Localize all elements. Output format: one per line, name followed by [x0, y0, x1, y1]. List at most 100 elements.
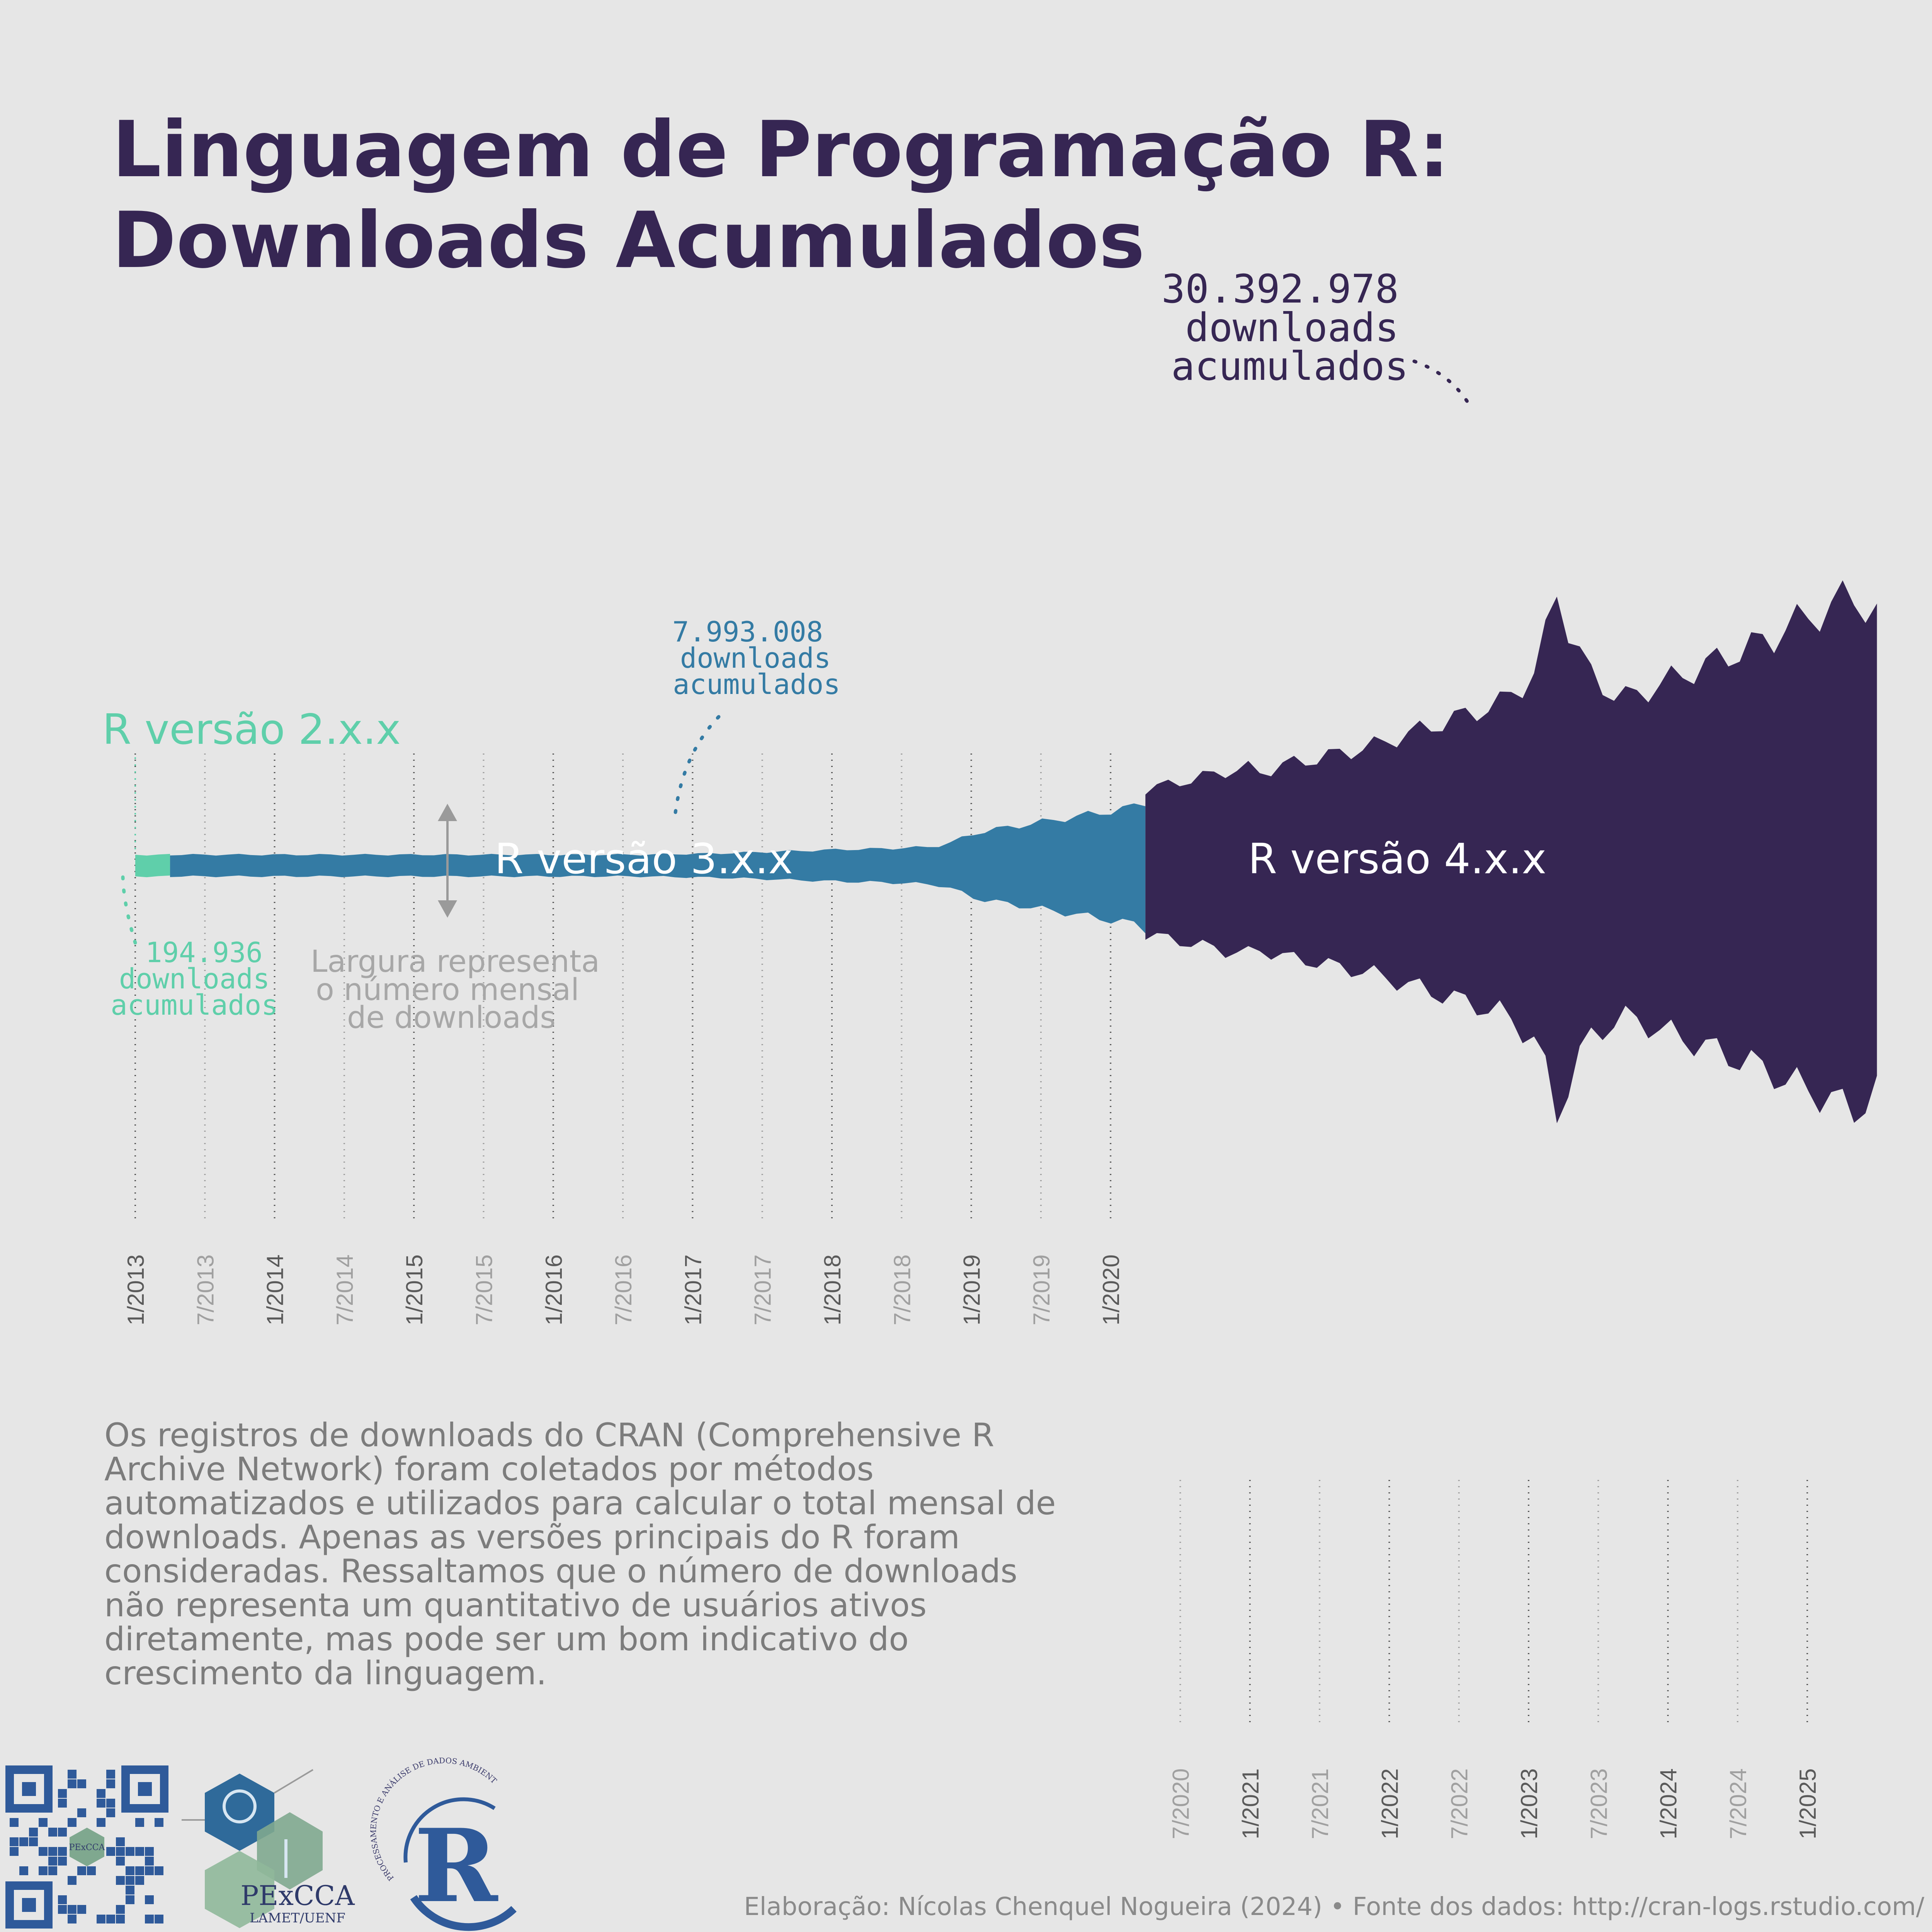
qr-module [39, 1847, 48, 1856]
qr-module [58, 1789, 67, 1798]
qr-module [87, 1866, 96, 1875]
page-title: Linguagem de Programação R: Downloads Ac… [112, 104, 1449, 286]
qr-module [97, 1789, 105, 1798]
qr-module [58, 1847, 67, 1856]
x-tick-label: 1/2019 [959, 1254, 985, 1325]
width-note-line1: Largura representa [311, 944, 600, 979]
qr-module [155, 1915, 163, 1923]
qr-module [48, 1866, 57, 1875]
label-v3: R versão 3.x.x [495, 835, 793, 883]
label-v2: R versão 2.x.x [102, 706, 401, 754]
cloud-icon [223, 1789, 257, 1823]
qr-code[interactable]: PExCCA [5, 1765, 168, 1929]
x-tick-label: 1/2015 [401, 1254, 427, 1325]
x-tick-label: 1/2023 [1516, 1768, 1542, 1839]
qr-module [106, 1779, 115, 1788]
x-tick-label: 7/2022 [1447, 1768, 1473, 1839]
x-tick-label: 7/2019 [1029, 1254, 1054, 1325]
qr-module [58, 1799, 67, 1808]
qr-module [155, 1818, 163, 1827]
qr-module [116, 1837, 125, 1846]
x-tick-label: 7/2020 [1168, 1768, 1194, 1839]
x-tick-label: 1/2024 [1656, 1768, 1682, 1839]
description-line: crescimento da linguagem. [104, 1654, 547, 1692]
qr-module [126, 1895, 134, 1904]
qr-module [10, 1837, 19, 1846]
qr-module [116, 1847, 125, 1856]
pexcca-sub: LAMET/UENF [250, 1910, 345, 1926]
x-tick-label: 1/2016 [541, 1254, 567, 1325]
qr-module [106, 1770, 115, 1779]
qr-module [126, 1847, 134, 1856]
annotation-v2-number: 194.936 [145, 936, 262, 969]
qr-center-label: PExCCA [69, 1843, 105, 1852]
qr-module [145, 1895, 154, 1904]
qr-module [135, 1818, 144, 1827]
qr-module [135, 1876, 144, 1885]
description-line: consideradas. Ressaltamos que o número d… [104, 1552, 1018, 1590]
description-line: não representa um quantitativo de usuári… [104, 1586, 927, 1624]
qr-module [97, 1799, 105, 1808]
qr-module [126, 1866, 134, 1875]
tick-labels: 1/2013 7/2013 1/2014 7/2014 1/2015 7/2015 1/20… [123, 1254, 1821, 1839]
r-logo-letter: R [414, 1807, 499, 1925]
x-tick-label: 1/2013 [123, 1254, 149, 1325]
qr-module [106, 1847, 115, 1856]
qr-module [77, 1905, 86, 1914]
qr-module [77, 1808, 86, 1817]
qr-module [97, 1915, 105, 1923]
annotation-v4: 30.392.978 downloads acumulados [1162, 266, 1408, 389]
width-note-line3: de downloads [347, 1000, 556, 1035]
qr-module [135, 1847, 144, 1856]
qr-module [145, 1866, 154, 1875]
description: Os registros de downloads do CRAN (Compr… [104, 1418, 1148, 1690]
stream-v4 [1145, 580, 1877, 1123]
qr-module [77, 1779, 86, 1788]
annotation-v3-number: 7.993.008 [672, 616, 823, 648]
width-note: Largura representa o número mensal de do… [311, 944, 600, 1035]
qr-module [68, 1779, 77, 1788]
qr-module [68, 1915, 77, 1923]
x-tick-label: 7/2014 [332, 1254, 358, 1325]
title-line2: Downloads Acumulados [112, 196, 1145, 286]
description-line: Os registros de downloads do CRAN (Compr… [104, 1416, 995, 1454]
x-tick-label: 7/2016 [611, 1254, 636, 1325]
qr-module [68, 1770, 77, 1779]
qr-module [48, 1847, 57, 1856]
x-tick-label: 7/2024 [1725, 1768, 1751, 1839]
qr-module [29, 1837, 38, 1846]
qr-module [10, 1847, 19, 1856]
annotation-v3-line3: acumulados [673, 668, 840, 701]
leader-v4 [1412, 359, 1474, 412]
qr-module [116, 1857, 125, 1866]
qr-module [58, 1895, 67, 1904]
width-note-line2: o número mensal [316, 973, 579, 1007]
annotation-v2-line3: acumulados [111, 989, 278, 1021]
x-tick-label: 7/2018 [889, 1254, 915, 1325]
x-tick-label: 1/2020 [1098, 1254, 1124, 1325]
qr-module [77, 1866, 86, 1875]
x-tick-label: 1/2022 [1377, 1768, 1403, 1839]
qr-module [135, 1866, 144, 1875]
qr-module [116, 1915, 125, 1923]
x-tick-label: 7/2021 [1307, 1768, 1333, 1839]
annotation-v2: 194.936 downloads acumulados [111, 936, 278, 1021]
annotation-v4-line2: downloads [1185, 305, 1399, 351]
leader-v2-bottom [121, 875, 137, 945]
qr-module [19, 1837, 28, 1846]
qr-module [126, 1876, 134, 1885]
r-course-logo: PROCESSAMENTO E ANÁLISE DE DADOS AMBIENT… [369, 1755, 517, 1931]
x-tick-label: 7/2017 [750, 1254, 776, 1325]
annotation-v4-number: 30.392.978 [1162, 266, 1399, 312]
x-tick-label: 7/2023 [1586, 1768, 1612, 1839]
qr-module [29, 1828, 38, 1837]
annotation-v4-line3: acumulados [1171, 344, 1408, 389]
qr-module [116, 1876, 125, 1885]
qr-module [155, 1866, 163, 1875]
qr-module [58, 1857, 67, 1866]
qr-module [106, 1799, 115, 1808]
label-v4: R versão 4.x.x [1248, 835, 1546, 883]
qr-module [126, 1886, 134, 1895]
x-tick-label: 1/2017 [680, 1254, 706, 1325]
